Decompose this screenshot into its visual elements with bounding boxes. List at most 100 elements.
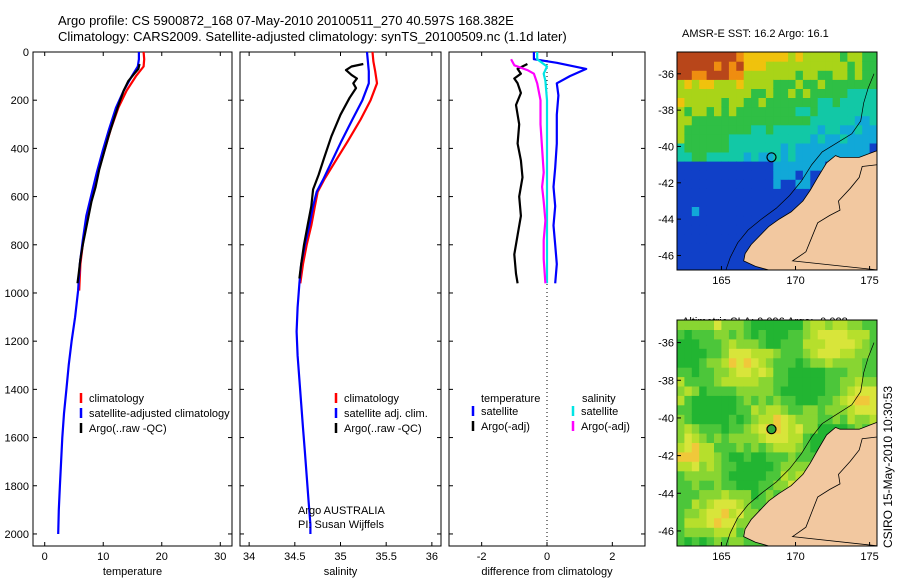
sla_map-cell [832, 414, 841, 425]
sla_map-cell [795, 385, 804, 396]
sla_map-cell [869, 367, 877, 378]
sst_map-cell [802, 61, 811, 71]
sst_map-cell [714, 106, 722, 117]
sla_map-cell [721, 385, 730, 396]
sla_map-cell [780, 320, 789, 330]
sst_map-cell [765, 115, 774, 126]
sla_map-cell [736, 367, 745, 378]
sla_map-cell [758, 461, 767, 472]
sla_map-cell [758, 489, 767, 500]
sla_map-cell [788, 433, 797, 443]
sst_map-cell [817, 70, 826, 80]
sla_map-cell [691, 404, 700, 415]
sst_map-cell [691, 142, 700, 153]
sla_map-cell [862, 367, 871, 378]
sst_map-cell [825, 133, 834, 144]
sst_map-cell [825, 61, 834, 71]
sst_map-cell [758, 206, 767, 217]
sst_map-cell [677, 224, 685, 235]
sst_map-cell [706, 151, 715, 162]
sla_map-cell [802, 348, 811, 359]
sla_map-cell [684, 480, 693, 491]
sla_map-cell [691, 470, 700, 481]
sst_map-cell [699, 197, 708, 207]
sst_map-cell [728, 233, 737, 244]
sla_map-cell [743, 480, 752, 491]
sla_map-cell [854, 404, 863, 415]
sla_map-cell [728, 367, 737, 378]
sla_map-cell [721, 367, 730, 378]
sst_map-cell [728, 260, 737, 270]
sla_map-cell [728, 320, 737, 330]
sla_map-cell [817, 376, 826, 387]
sst_map-cell [736, 170, 745, 180]
sla_map-ytick-label: -42 [658, 451, 674, 463]
sla_map-cell [751, 338, 760, 349]
sst_map-cell [869, 133, 877, 144]
sst_map-cell [736, 61, 745, 71]
sla_map-cell [832, 357, 841, 368]
sst_map-cell [817, 133, 826, 144]
difference-series-line [513, 63, 528, 284]
sla_map-cell [728, 461, 737, 472]
sla_map-cell [780, 451, 789, 462]
sla_map-cell [758, 470, 767, 481]
sst_map-cell [714, 151, 722, 162]
sst_map-cell [684, 142, 693, 153]
sst_map-cell [765, 142, 774, 153]
sla_map-cell [758, 480, 767, 491]
sla_map-cell [840, 385, 848, 396]
sst_map-cell [847, 79, 856, 89]
sla_map-cell [699, 376, 708, 387]
sla_map-cell [788, 461, 797, 472]
sla_map-cell [691, 348, 700, 359]
sst_map-cell [721, 251, 730, 262]
sla_map-cell [751, 395, 760, 406]
sla_map-cell [684, 433, 693, 443]
sla_map-cell [810, 433, 819, 443]
sst_map-cell [743, 61, 752, 71]
sst_map-cell [699, 142, 708, 153]
sst_map-cell [736, 70, 745, 80]
sst_map-cell [677, 52, 685, 62]
sla_map-cell [743, 433, 752, 443]
sla_map-cell [840, 414, 848, 425]
sla_map-frame [676, 319, 878, 547]
sst_map-cell [714, 88, 722, 98]
sst_map-cell [788, 188, 797, 198]
sla_map-cell [728, 527, 737, 538]
sst_map-cell [810, 151, 819, 162]
sst_map-cell [788, 88, 797, 98]
sst_map-cell [691, 61, 700, 71]
sla_map-cell [714, 470, 722, 481]
sst_map-cell [736, 206, 745, 217]
sla_map-cell [758, 498, 767, 509]
sst_map-cell [788, 79, 797, 89]
sst_map-cell [728, 61, 737, 71]
sst_map-cell [773, 206, 782, 217]
sst_map-cell [765, 70, 774, 80]
sla_map-cell [728, 498, 737, 509]
sla_map-cell [765, 480, 774, 491]
sla_map-cell [758, 329, 767, 340]
sst_map-cell [773, 133, 782, 144]
sst_map-cell [854, 52, 863, 62]
sst_map-cell [714, 61, 722, 71]
sst_map-cell [684, 161, 693, 171]
sst_map-cell [788, 161, 797, 171]
sst_map-cell [788, 124, 797, 135]
sla_map-cell [706, 395, 715, 406]
sst_map-cell [758, 79, 767, 89]
sst_map-cell [788, 61, 797, 71]
sst_map-cell [677, 161, 685, 171]
sst_map-cell [773, 61, 782, 71]
sst_map-cell [840, 142, 848, 153]
salinity-legend-label: climatology [344, 393, 400, 405]
depth-tick-label: 400 [11, 143, 29, 155]
sla_map-cell [765, 376, 774, 387]
sst_map-cell [691, 161, 700, 171]
temperature-xtick-label: 20 [156, 551, 168, 563]
sla_map-cell [862, 376, 871, 387]
temperature-series-line [76, 63, 141, 284]
sla_map-cell [677, 517, 685, 528]
